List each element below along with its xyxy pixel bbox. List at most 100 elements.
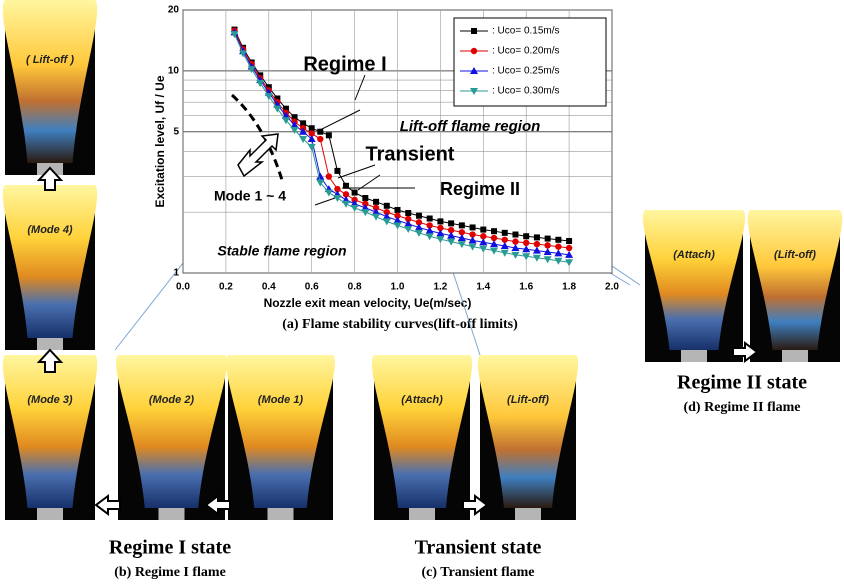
data-point xyxy=(532,254,541,262)
annotation-arrow xyxy=(337,164,376,179)
x-tick-label: 0.4 xyxy=(262,282,276,293)
data-point xyxy=(299,136,308,144)
data-point xyxy=(334,167,341,174)
annotation-arrow xyxy=(354,74,366,101)
arrow xyxy=(36,348,64,373)
photo-label: ( Lift-off ) xyxy=(26,54,74,66)
data-point xyxy=(554,257,563,265)
data-point xyxy=(565,244,573,252)
data-point xyxy=(316,179,325,187)
y-tick-label: 5 xyxy=(173,126,179,137)
data-point xyxy=(566,237,573,244)
annotation: Lift-off flame region xyxy=(400,118,541,135)
data-point xyxy=(447,238,456,246)
flame xyxy=(2,0,98,163)
data-point xyxy=(383,208,390,216)
data-point xyxy=(291,114,298,121)
data-point xyxy=(317,128,324,135)
state-title: Regime I state xyxy=(109,537,231,559)
flame xyxy=(2,355,98,508)
data-point xyxy=(522,253,531,261)
data-point xyxy=(372,208,381,216)
data-point xyxy=(404,226,413,234)
data-point xyxy=(373,198,380,205)
data-point xyxy=(457,233,466,241)
data-point xyxy=(544,242,551,249)
x-tick-label: 0.8 xyxy=(348,282,362,293)
data-point xyxy=(308,125,315,132)
data-point xyxy=(490,247,499,255)
arrow xyxy=(94,494,121,516)
annotation-arrow xyxy=(314,197,336,206)
data-point xyxy=(479,245,488,253)
legend-label: : Uco= 0.15m/s xyxy=(492,26,560,37)
data-point xyxy=(361,203,370,211)
annotation: Regime I xyxy=(303,53,386,75)
data-point xyxy=(299,127,308,135)
data-point xyxy=(404,219,413,227)
state-title: Transient state xyxy=(415,537,542,559)
data-point xyxy=(325,132,332,139)
chart-caption: (a) Flame stability curves(lift-off limi… xyxy=(282,317,518,332)
data-point xyxy=(458,229,466,236)
data-point xyxy=(458,222,465,229)
data-point xyxy=(543,256,552,264)
arrow xyxy=(204,494,231,516)
data-point xyxy=(394,212,401,219)
legend-marker xyxy=(471,28,477,34)
data-point xyxy=(372,213,381,221)
nozzle xyxy=(515,508,541,520)
data-point xyxy=(447,231,456,239)
arrow xyxy=(36,166,64,191)
data-point xyxy=(511,243,520,251)
data-point xyxy=(414,229,423,237)
data-point xyxy=(307,135,316,143)
data-point xyxy=(307,144,316,152)
data-point xyxy=(500,242,509,250)
data-point xyxy=(447,226,455,234)
data-point xyxy=(522,245,531,253)
data-point xyxy=(239,50,248,58)
x-tick-label: 1.8 xyxy=(562,282,576,293)
flame xyxy=(477,355,579,508)
data-point xyxy=(533,240,541,248)
nozzle xyxy=(37,338,63,350)
photo-label: (Attach) xyxy=(673,249,715,261)
y-tick-label: 20 xyxy=(168,5,180,16)
data-point xyxy=(523,233,530,240)
data-point xyxy=(501,236,508,243)
data-point xyxy=(405,215,412,223)
nozzle xyxy=(37,508,63,520)
data-point xyxy=(425,233,434,241)
flame xyxy=(116,355,227,508)
photo-label: (Mode 2) xyxy=(149,394,195,406)
data-point xyxy=(333,194,342,202)
x-tick-label: 0.0 xyxy=(176,282,190,293)
x-tick-label: 1.6 xyxy=(519,282,533,293)
data-point xyxy=(437,218,444,225)
legend-marker xyxy=(470,88,478,95)
data-point xyxy=(490,240,499,248)
data-point xyxy=(457,241,466,249)
data-point xyxy=(325,173,333,180)
flame xyxy=(747,210,843,350)
annotation-arrow xyxy=(319,109,361,131)
photo-label: (Mode 3) xyxy=(27,394,73,406)
data-point xyxy=(555,236,562,243)
data-point xyxy=(334,185,341,193)
data-point xyxy=(351,189,358,196)
data-point xyxy=(342,200,351,208)
y-axis-title: Excitation level, Uf / Ue xyxy=(153,75,167,207)
data-point xyxy=(361,209,370,217)
data-point xyxy=(383,202,390,209)
data-point xyxy=(382,212,391,220)
legend-label: : Uco= 0.20m/s xyxy=(492,46,560,57)
data-point xyxy=(437,224,444,232)
data-point xyxy=(448,220,455,227)
data-point xyxy=(362,194,369,201)
data-point xyxy=(480,233,487,240)
data-point xyxy=(511,251,520,259)
x-tick-label: 1.4 xyxy=(476,282,490,293)
photo-label: (Attach) xyxy=(401,394,443,406)
